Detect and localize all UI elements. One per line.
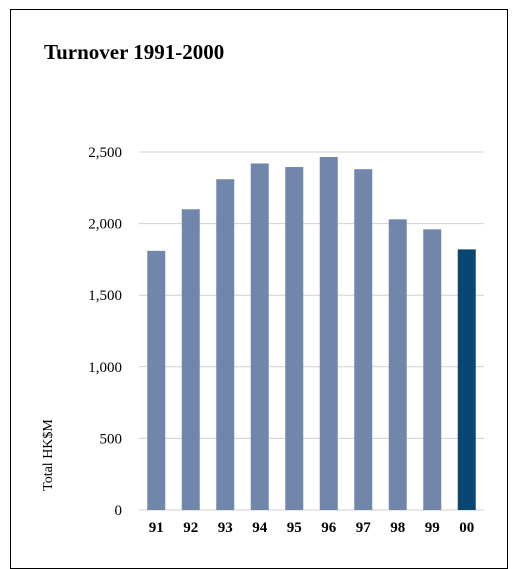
bars	[147, 157, 476, 511]
x-tick-label: 99	[425, 520, 440, 536]
bar-96	[319, 157, 338, 510]
bar-93	[216, 179, 235, 510]
bar-91	[147, 250, 166, 511]
chart-title: Turnover 1991-2000	[44, 40, 225, 64]
x-tick-label: 92	[183, 520, 198, 536]
y-tick-label: 0	[115, 503, 123, 519]
x-tick-label: 91	[149, 520, 164, 536]
y-axis-label: Total HK$M	[41, 419, 56, 491]
x-tick-label: 93	[218, 520, 233, 536]
y-axis-ticks: 0 500 1,000 1,500 2,000 2,500	[88, 145, 122, 519]
y-tick-label: 2,000	[88, 217, 122, 233]
bar-95	[285, 167, 304, 510]
y-tick-label: 500	[100, 431, 123, 447]
bar-00	[457, 249, 476, 510]
bar-92	[181, 209, 200, 510]
x-tick-label: 98	[390, 520, 405, 536]
bar-98	[388, 219, 407, 510]
x-tick-label: 94	[252, 520, 268, 536]
y-tick-label: 1,500	[88, 288, 122, 304]
bar-94	[250, 163, 269, 510]
x-tick-label: 00	[459, 520, 474, 536]
y-tick-label: 1,000	[88, 360, 122, 376]
x-tick-label: 95	[287, 520, 302, 536]
x-axis-ticks: 91 92 93 94 95 96 97 98 99 00	[149, 520, 475, 536]
x-tick-label: 96	[321, 520, 337, 536]
x-tick-label: 97	[356, 520, 372, 536]
y-tick-label: 2,500	[88, 145, 122, 161]
bar-99	[423, 229, 442, 510]
bar-97	[354, 169, 373, 510]
